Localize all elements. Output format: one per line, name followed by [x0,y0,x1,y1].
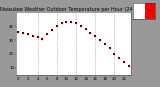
Title: Milwaukee Weather Outdoor Temperature per Hour (24 Hours): Milwaukee Weather Outdoor Temperature pe… [0,7,150,12]
FancyBboxPatch shape [133,3,145,19]
Text: °F: °F [148,9,152,13]
